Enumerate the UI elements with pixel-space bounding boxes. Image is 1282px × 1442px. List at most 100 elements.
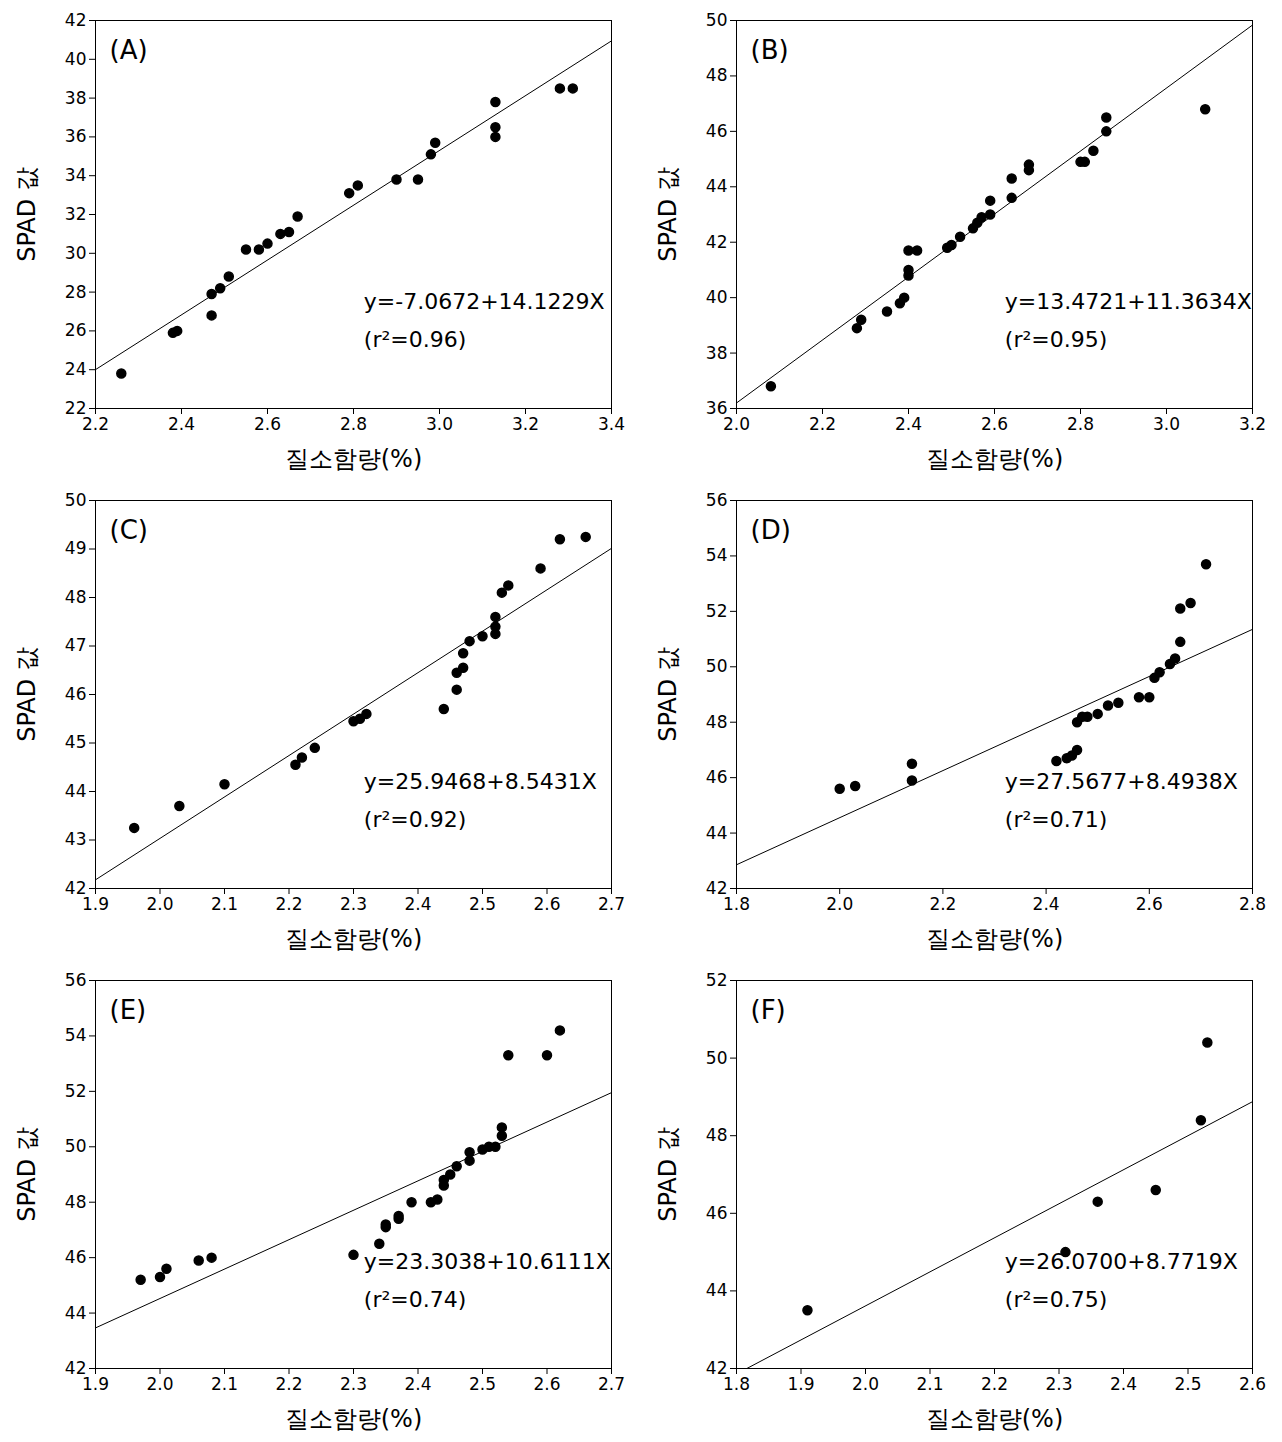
svg-text:44: 44 — [706, 1280, 728, 1300]
svg-text:(F): (F) — [751, 995, 786, 1025]
svg-text:2.0: 2.0 — [826, 894, 853, 914]
svg-text:(A): (A) — [110, 35, 148, 65]
svg-text:SPAD 값: SPAD 값 — [654, 647, 682, 742]
svg-text:2.1: 2.1 — [211, 894, 238, 914]
svg-text:42: 42 — [706, 232, 728, 252]
svg-text:3.2: 3.2 — [512, 414, 539, 434]
svg-text:SPAD 값: SPAD 값 — [13, 1127, 41, 1222]
svg-text:2.6: 2.6 — [254, 414, 281, 434]
svg-text:49: 49 — [65, 538, 87, 558]
svg-text:48: 48 — [65, 1192, 87, 1212]
svg-text:54: 54 — [706, 545, 728, 565]
svg-text:1.8: 1.8 — [723, 1374, 750, 1394]
svg-text:2.4: 2.4 — [168, 414, 195, 434]
svg-text:2.4: 2.4 — [1110, 1374, 1137, 1394]
svg-text:24: 24 — [65, 359, 87, 379]
svg-text:2.8: 2.8 — [340, 414, 367, 434]
svg-text:2.2: 2.2 — [981, 1374, 1008, 1394]
svg-text:2.6: 2.6 — [1136, 894, 1163, 914]
svg-text:2.0: 2.0 — [723, 414, 750, 434]
svg-text:2.2: 2.2 — [275, 894, 302, 914]
svg-text:1.9: 1.9 — [787, 1374, 814, 1394]
svg-text:48: 48 — [65, 587, 87, 607]
svg-text:28: 28 — [65, 282, 87, 302]
svg-text:2.3: 2.3 — [340, 1374, 367, 1394]
svg-text:3.0: 3.0 — [1153, 414, 1180, 434]
svg-text:2.2: 2.2 — [929, 894, 956, 914]
svg-text:52: 52 — [65, 1081, 87, 1101]
svg-text:47: 47 — [65, 635, 87, 655]
svg-text:2.6: 2.6 — [533, 894, 560, 914]
svg-text:2.2: 2.2 — [809, 414, 836, 434]
svg-text:y=23.3038+10.6111X: y=23.3038+10.6111X — [364, 1249, 611, 1274]
svg-text:질소함량(%): 질소함량(%) — [285, 445, 423, 473]
svg-text:46: 46 — [706, 121, 728, 141]
svg-text:질소함량(%): 질소함량(%) — [285, 1405, 423, 1433]
svg-text:44: 44 — [65, 781, 87, 801]
svg-text:(r²=0.71): (r²=0.71) — [1005, 807, 1107, 832]
svg-text:36: 36 — [65, 126, 87, 146]
svg-text:3.0: 3.0 — [426, 414, 453, 434]
svg-text:(r²=0.75): (r²=0.75) — [1005, 1287, 1107, 1312]
svg-text:2.3: 2.3 — [1045, 1374, 1072, 1394]
svg-text:1.8: 1.8 — [723, 894, 750, 914]
svg-text:2.1: 2.1 — [211, 1374, 238, 1394]
svg-text:2.4: 2.4 — [1033, 894, 1060, 914]
svg-text:50: 50 — [65, 490, 87, 510]
svg-text:46: 46 — [706, 767, 728, 787]
svg-text:2.7: 2.7 — [598, 1374, 625, 1394]
svg-text:54: 54 — [65, 1025, 87, 1045]
svg-text:40: 40 — [706, 287, 728, 307]
svg-text:y=13.4721+11.3634X: y=13.4721+11.3634X — [1005, 289, 1252, 314]
svg-text:SPAD 값: SPAD 값 — [654, 167, 682, 262]
svg-text:2.6: 2.6 — [1239, 1374, 1266, 1394]
svg-text:SPAD 값: SPAD 값 — [13, 167, 41, 262]
svg-text:48: 48 — [706, 712, 728, 732]
svg-text:2.0: 2.0 — [146, 1374, 173, 1394]
svg-text:52: 52 — [706, 601, 728, 621]
svg-text:50: 50 — [706, 656, 728, 676]
svg-text:26: 26 — [65, 320, 87, 340]
svg-text:38: 38 — [706, 343, 728, 363]
svg-text:(r²=0.74): (r²=0.74) — [364, 1287, 466, 1312]
svg-text:32: 32 — [65, 204, 87, 224]
svg-text:2.5: 2.5 — [469, 894, 496, 914]
svg-text:56: 56 — [706, 490, 728, 510]
svg-text:2.8: 2.8 — [1067, 414, 1094, 434]
svg-text:40: 40 — [65, 49, 87, 69]
svg-text:38: 38 — [65, 88, 87, 108]
svg-text:1.9: 1.9 — [82, 894, 109, 914]
svg-text:56: 56 — [65, 970, 87, 990]
svg-text:2.4: 2.4 — [895, 414, 922, 434]
svg-text:2.4: 2.4 — [404, 894, 431, 914]
svg-text:(r²=0.92): (r²=0.92) — [364, 807, 466, 832]
svg-text:(r²=0.96): (r²=0.96) — [364, 327, 466, 352]
svg-text:42: 42 — [65, 10, 87, 30]
svg-text:(E): (E) — [110, 995, 147, 1025]
svg-text:질소함량(%): 질소함량(%) — [926, 1405, 1064, 1433]
svg-text:45: 45 — [65, 732, 87, 752]
svg-text:3.2: 3.2 — [1239, 414, 1266, 434]
svg-text:34: 34 — [65, 165, 87, 185]
svg-text:2.1: 2.1 — [916, 1374, 943, 1394]
svg-text:44: 44 — [65, 1303, 87, 1323]
svg-text:2.0: 2.0 — [852, 1374, 879, 1394]
svg-text:(D): (D) — [751, 515, 791, 545]
svg-text:50: 50 — [706, 1048, 728, 1068]
svg-text:질소함량(%): 질소함량(%) — [926, 445, 1064, 473]
svg-text:2.0: 2.0 — [146, 894, 173, 914]
svg-text:2.4: 2.4 — [404, 1374, 431, 1394]
svg-text:2.8: 2.8 — [1239, 894, 1266, 914]
svg-text:y=26.0700+8.7719X: y=26.0700+8.7719X — [1005, 1249, 1238, 1274]
svg-text:질소함량(%): 질소함량(%) — [285, 925, 423, 953]
svg-text:2.2: 2.2 — [275, 1374, 302, 1394]
svg-text:44: 44 — [706, 176, 728, 196]
svg-text:3.4: 3.4 — [598, 414, 625, 434]
svg-text:48: 48 — [706, 1125, 728, 1145]
svg-text:50: 50 — [65, 1136, 87, 1156]
svg-text:SPAD 값: SPAD 값 — [13, 647, 41, 742]
svg-text:(C): (C) — [110, 515, 148, 545]
svg-text:48: 48 — [706, 65, 728, 85]
svg-text:52: 52 — [706, 970, 728, 990]
svg-text:2.5: 2.5 — [1174, 1374, 1201, 1394]
